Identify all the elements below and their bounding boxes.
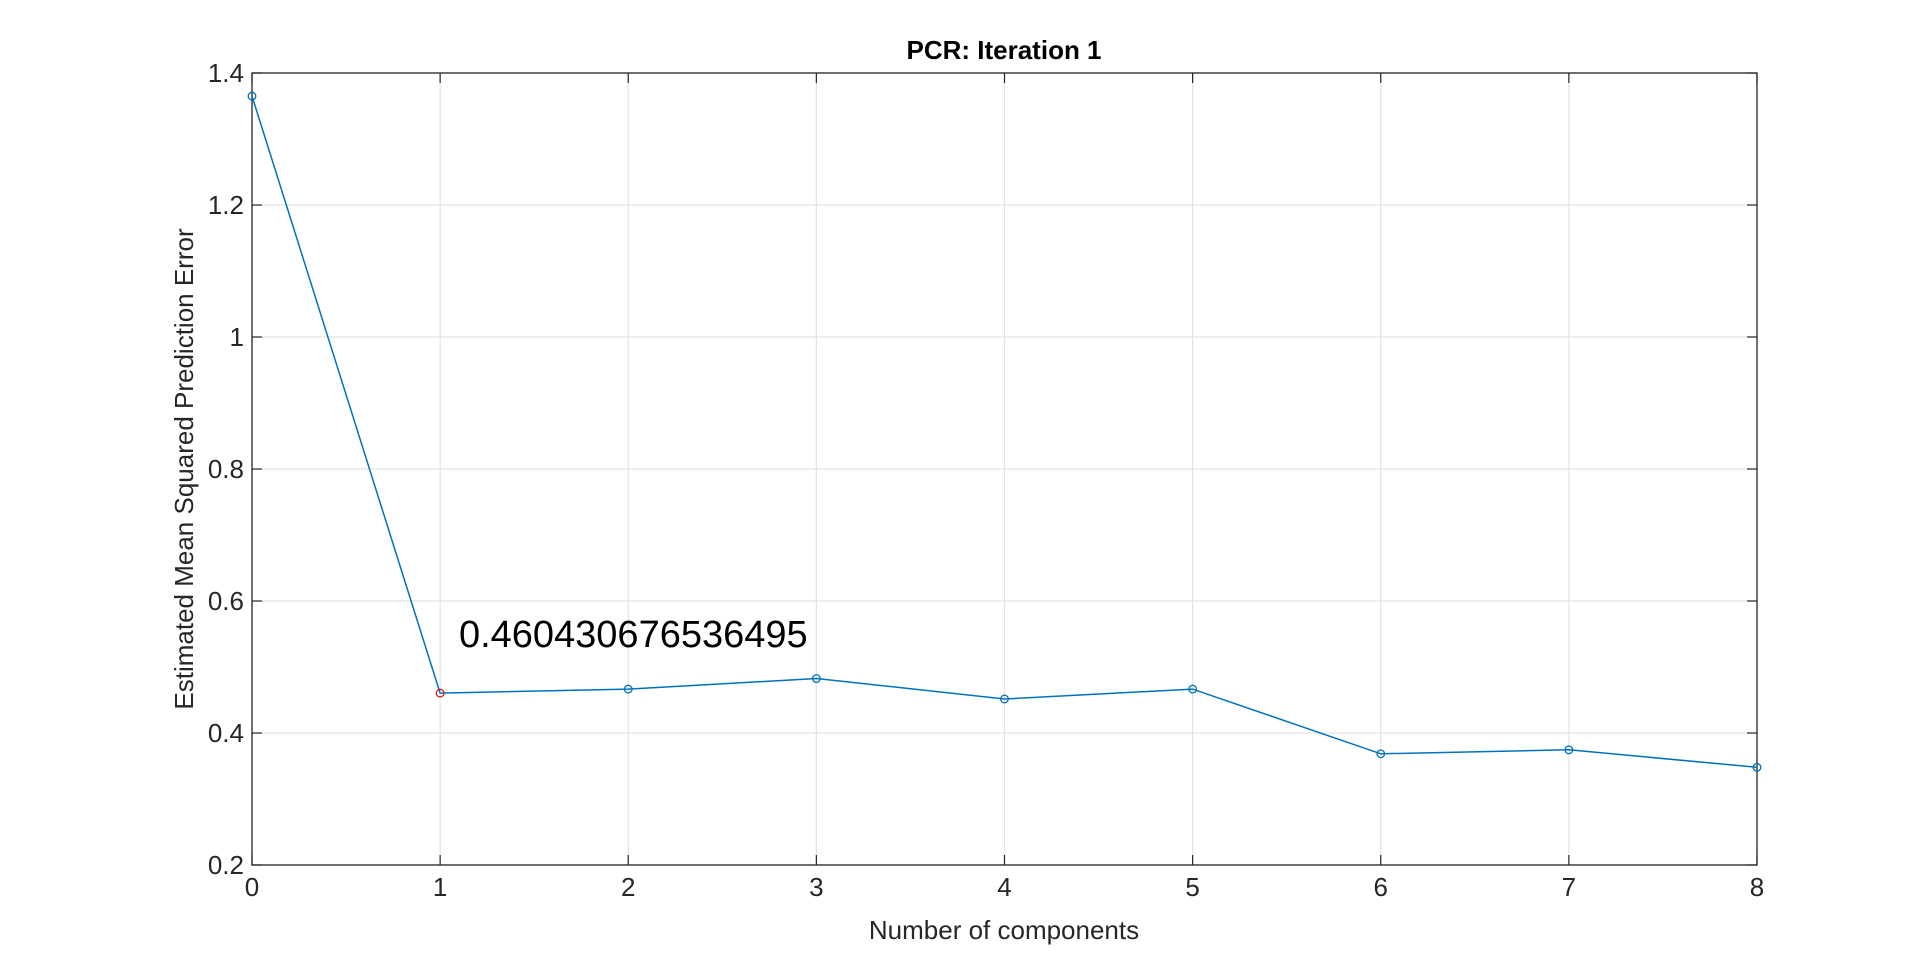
data-point (1000, 694, 1009, 704)
y-tick-label: 0.8 (208, 454, 244, 484)
series-line (251, 95, 1758, 769)
data-point (811, 674, 821, 683)
x-tick-label: 2 (621, 872, 635, 902)
y-tick-label: 0.2 (208, 850, 244, 880)
y-tick-label: 1.2 (208, 190, 244, 220)
chart-title: PCR: Iteration 1 (906, 35, 1101, 65)
data-point (247, 91, 257, 101)
x-axis-label: Number of components (869, 915, 1139, 945)
y-tick-label: 1 (230, 322, 244, 352)
y-axis-label: Estimated Mean Squared Prediction Error (169, 228, 199, 710)
y-tick-label: 0.6 (208, 586, 244, 616)
x-tick-label: 3 (809, 872, 823, 902)
x-tick-label: 7 (1562, 872, 1576, 902)
x-tick-label: 0 (245, 872, 259, 902)
x-tick-label: 1 (433, 872, 447, 902)
x-tick-label: 4 (997, 872, 1011, 902)
x-tick-label: 6 (1374, 872, 1388, 902)
data-point (1188, 684, 1198, 694)
tick-labels: 0 1 2 3 4 5 6 7 8 0.2 0.4 0.6 0.8 1 1.2 1.4 (208, 58, 1764, 902)
data-point (623, 684, 633, 694)
x-tick-label: 8 (1750, 872, 1764, 902)
data-point (1564, 745, 1574, 755)
data-point (1752, 762, 1762, 772)
data-series (247, 91, 1762, 772)
y-tick-label: 1.4 (208, 58, 244, 88)
highlight-point (435, 688, 445, 698)
y-tick-label: 0.4 (208, 718, 244, 748)
x-tick-label: 5 (1185, 872, 1199, 902)
datapoint-annotation: 0.460430676536495 (459, 614, 808, 656)
data-point (1376, 749, 1386, 759)
axes-box (251, 72, 1758, 866)
